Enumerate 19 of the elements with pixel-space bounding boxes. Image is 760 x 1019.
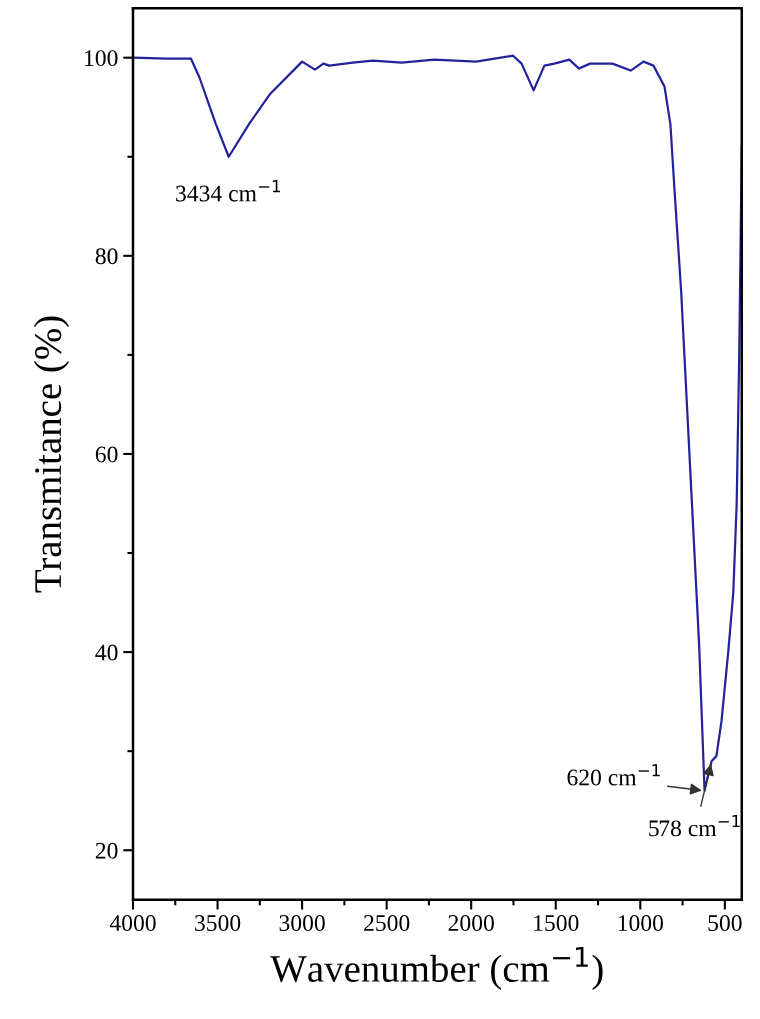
y-axis-title: Transmitance (%) [33, 316, 70, 593]
annotation: 578 cm$^{−1}$ [649, 814, 740, 837]
x-tick-label: 2000 [448, 915, 494, 931]
y-tick-label: 40 [95, 644, 118, 661]
x-tick-label: 1500 [534, 915, 579, 931]
y-tick-label: 80 [95, 248, 118, 265]
annotation: 620 cm$^{−1}$ [567, 764, 660, 786]
x-tick-label: 3000 [279, 915, 325, 931]
x-tick-label: 1000 [618, 915, 664, 931]
y-tick-label: 60 [95, 446, 118, 463]
x-tick-label: 4000 [109, 915, 156, 931]
x-tick-label: 2500 [364, 915, 410, 931]
y-tick-label: 20 [95, 842, 118, 859]
x-axis-title: Wavenumber (cm$^{−1}$) [270, 946, 603, 990]
line-series [133, 54, 742, 792]
annotation: 3434 cm$^{−1}$ [176, 180, 281, 202]
x-tick-label: 500 [708, 915, 742, 931]
x-tick-label: 3500 [195, 915, 241, 931]
y-tick-label: 100 [85, 50, 118, 67]
